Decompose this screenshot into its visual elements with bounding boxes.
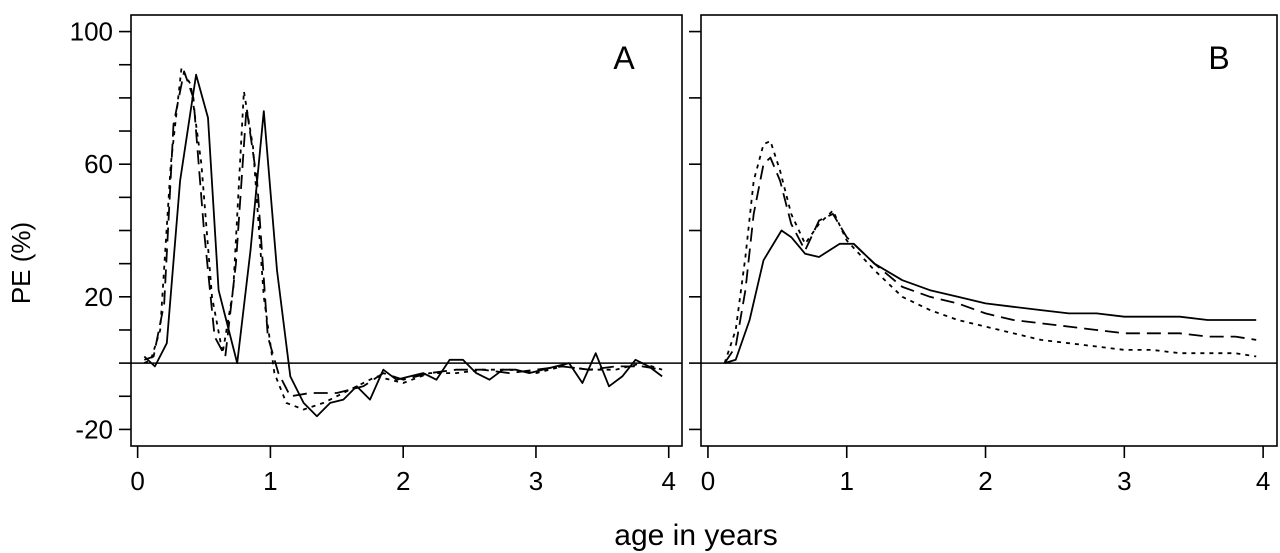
panel-a-y-tick-label: -20: [75, 414, 113, 444]
panel-a-series-dashed: [143, 70, 663, 398]
panel-b-x-tick-label: 1: [840, 466, 854, 496]
panel-b-label: B: [1208, 40, 1229, 76]
panel-a-y-tick-label: 20: [84, 282, 113, 312]
y-axis-label: PE (%): [6, 222, 36, 304]
panel-b-series-dotted: [723, 140, 1257, 364]
panel-b-series-solid: [724, 229, 1257, 364]
panel-b-x-tick-label: 2: [978, 466, 992, 496]
panel-a-series-solid: [143, 73, 663, 418]
panel-a-label: A: [613, 40, 635, 76]
panel-b-x-tick-label: 3: [1117, 466, 1131, 496]
panel-b-frame: [700, 14, 1278, 447]
panel-b-x-tick-label: 4: [1256, 466, 1270, 496]
panel-a-x-tick-label: 2: [396, 466, 410, 496]
panel-a-x-tick-label: 3: [529, 466, 543, 496]
panel-b-x-tick-label: 0: [701, 466, 715, 496]
panel-a-x-tick-label: 1: [263, 466, 277, 496]
panel-a-x-tick-label: 4: [661, 466, 675, 496]
panel-b-series-dashed: [723, 156, 1257, 364]
panel-a-y-tick-label: 100: [70, 17, 113, 47]
x-axis-label: age in years: [614, 519, 777, 552]
panel-a-x-tick-label: 0: [130, 466, 144, 496]
panel-a-series-dotted: [143, 67, 663, 411]
panel-a: 0 1 2 3 4 -20 20 60 100 A: [70, 14, 683, 496]
panel-a-y-tick-label: 60: [84, 149, 113, 179]
panel-b: 0 1 2 3 4 B: [689, 14, 1278, 496]
